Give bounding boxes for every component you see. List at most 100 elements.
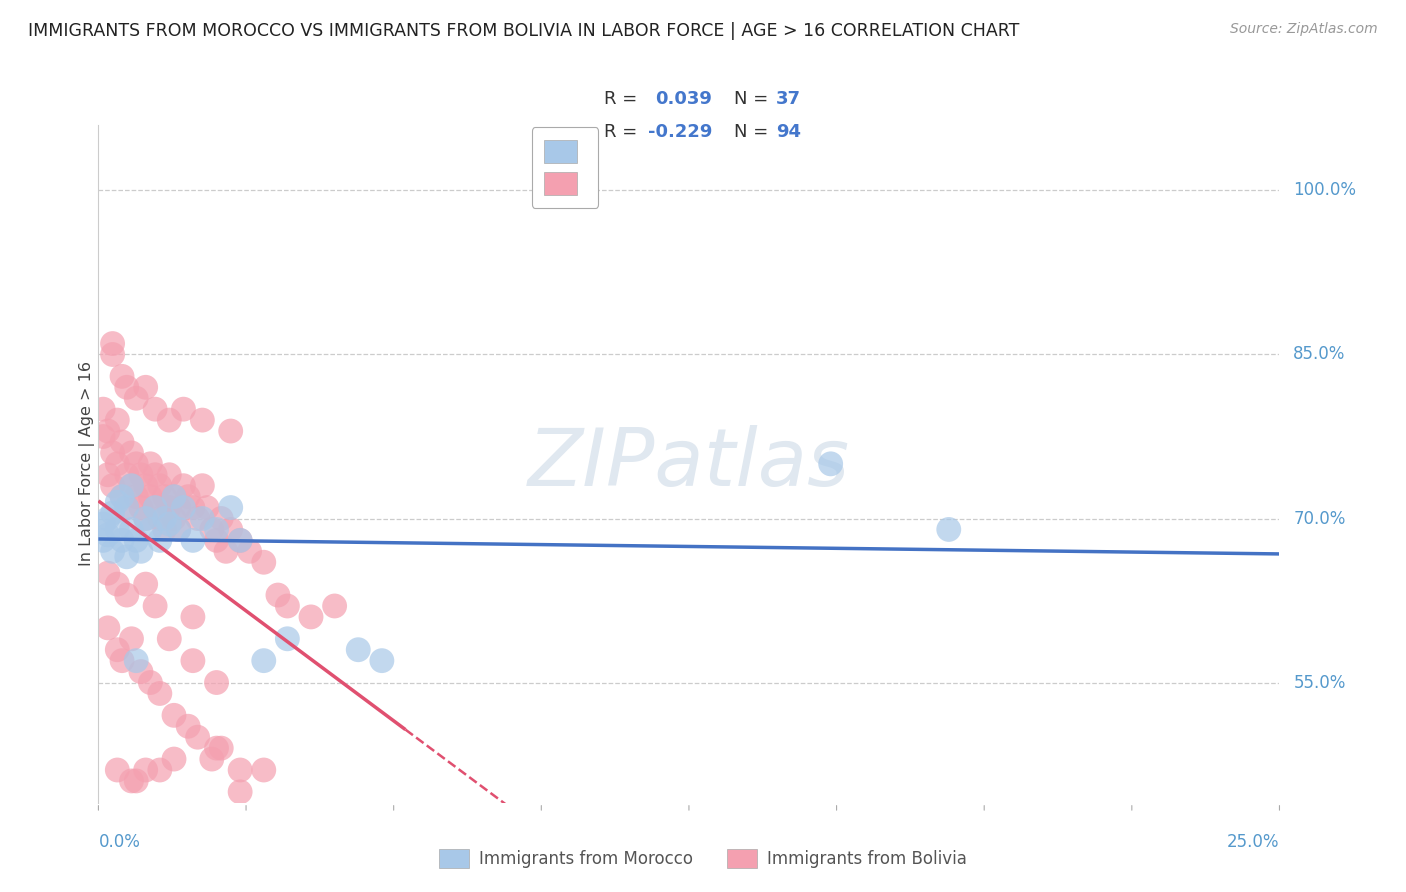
Point (253, 763, 276, 777)
Point (205, 533, 228, 548)
Point (149, 511, 172, 525)
Text: 94: 94 (776, 123, 801, 141)
Point (135, 511, 157, 525)
Point (121, 632, 143, 646)
Text: 0.0%: 0.0% (98, 833, 141, 851)
Text: N =: N = (734, 123, 775, 141)
Point (139, 523, 162, 537)
Point (121, 773, 143, 788)
Point (139, 675, 162, 690)
Point (149, 763, 172, 777)
Point (191, 511, 214, 525)
Point (172, 402, 194, 417)
Point (209, 511, 232, 525)
Point (135, 763, 157, 777)
Point (195, 500, 218, 515)
Point (163, 752, 186, 766)
Point (276, 632, 298, 646)
Text: 37: 37 (776, 90, 801, 108)
Text: ZIPatlas: ZIPatlas (527, 425, 851, 503)
Point (219, 523, 242, 537)
Point (167, 523, 190, 537)
Point (129, 544, 152, 558)
Text: 85.0%: 85.0% (1294, 345, 1346, 364)
Point (135, 577, 157, 591)
Point (111, 490, 134, 504)
Text: 0.039: 0.039 (655, 90, 711, 108)
Point (167, 500, 190, 515)
Point (129, 500, 152, 515)
Point (97, 467, 120, 482)
Point (163, 490, 186, 504)
Point (187, 511, 209, 525)
Point (181, 610, 204, 624)
Point (201, 523, 224, 537)
Point (105, 523, 128, 537)
Point (167, 523, 190, 537)
Point (143, 500, 166, 515)
Point (143, 599, 166, 613)
Point (115, 588, 138, 602)
Point (157, 516, 180, 531)
Point (121, 479, 143, 493)
Point (101, 479, 124, 493)
Point (177, 490, 200, 504)
Point (111, 533, 134, 548)
Point (172, 500, 194, 515)
Point (115, 500, 138, 515)
Point (157, 500, 180, 515)
Text: N =: N = (734, 90, 775, 108)
Point (129, 467, 152, 482)
Point (97, 424, 120, 438)
Point (153, 523, 176, 537)
Point (157, 632, 180, 646)
Point (115, 467, 138, 482)
Point (187, 730, 209, 744)
Point (121, 523, 143, 537)
Point (101, 347, 124, 361)
Point (229, 533, 252, 548)
Point (115, 380, 138, 394)
Point (125, 654, 148, 668)
Point (163, 708, 186, 723)
Point (91, 516, 114, 531)
Point (121, 479, 143, 493)
Point (111, 369, 134, 384)
Text: 100.0%: 100.0% (1294, 181, 1357, 200)
Point (91, 429, 114, 443)
Point (143, 500, 166, 515)
Text: IMMIGRANTS FROM MOROCCO VS IMMIGRANTS FROM BOLIVIA IN LABOR FORCE | AGE > 16 COR: IMMIGRANTS FROM MOROCCO VS IMMIGRANTS FR… (28, 22, 1019, 40)
Point (219, 500, 242, 515)
Point (97, 621, 120, 635)
Point (115, 500, 138, 515)
Text: 70.0%: 70.0% (1294, 509, 1346, 527)
Point (121, 446, 143, 460)
Point (97, 511, 120, 525)
Text: Source: ZipAtlas.com: Source: ZipAtlas.com (1230, 22, 1378, 37)
Point (371, 654, 394, 668)
Point (125, 490, 148, 504)
Point (219, 424, 242, 438)
Y-axis label: In Labor Force | Age > 16: In Labor Force | Age > 16 (79, 361, 96, 566)
Point (163, 511, 186, 525)
Point (323, 599, 346, 613)
Point (105, 413, 128, 427)
Point (91, 533, 114, 548)
Point (125, 773, 148, 788)
Point (105, 495, 128, 509)
Text: 25.0%: 25.0% (1227, 833, 1279, 851)
Point (115, 549, 138, 564)
Point (276, 599, 298, 613)
Point (139, 457, 162, 471)
Text: R =: R = (603, 90, 648, 108)
Point (149, 479, 172, 493)
Point (157, 467, 180, 482)
Point (101, 506, 124, 520)
Point (267, 588, 290, 602)
Point (101, 336, 124, 351)
Point (205, 741, 228, 756)
Point (135, 380, 157, 394)
Text: 55.0%: 55.0% (1294, 673, 1346, 691)
Point (105, 457, 128, 471)
Point (111, 654, 134, 668)
